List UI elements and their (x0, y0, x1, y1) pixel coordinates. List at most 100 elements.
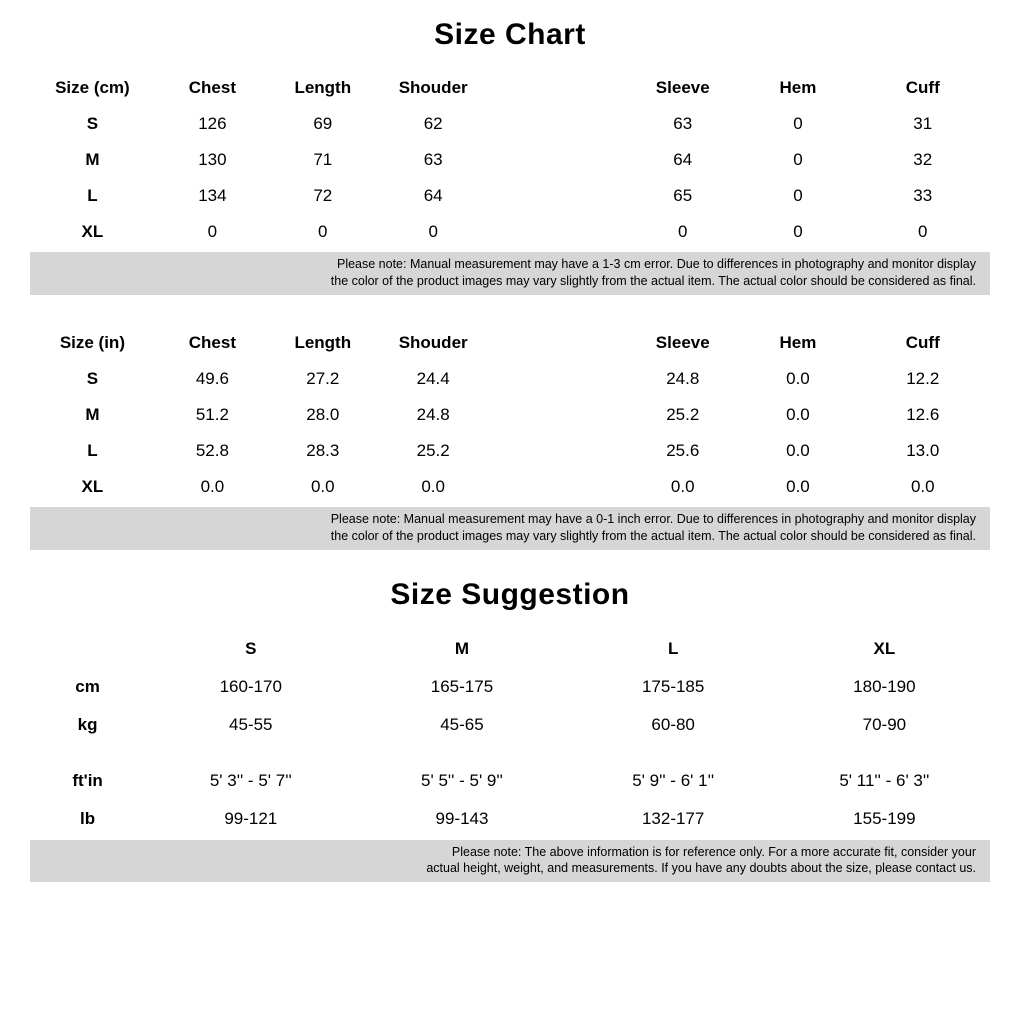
cell: 175-185 (568, 668, 779, 706)
cell: 0.0 (376, 469, 491, 505)
cell: 5' 5'' - 5' 9'' (356, 762, 567, 800)
cell: 0.0 (740, 469, 855, 505)
table-row: S 126 69 62 63 0 31 (30, 106, 990, 142)
cell: 25.2 (376, 433, 491, 469)
cell: 45-55 (145, 706, 356, 744)
cell: 5' 9'' - 6' 1'' (568, 762, 779, 800)
cell: 65 (625, 178, 740, 214)
cell: 60-80 (568, 706, 779, 744)
table-row: ft'in 5' 3'' - 5' 7'' 5' 5'' - 5' 9'' 5'… (30, 762, 990, 800)
cell: 49.6 (155, 361, 270, 397)
row-label: kg (30, 706, 145, 744)
cell: 64 (625, 142, 740, 178)
col-header: Sleeve (625, 70, 740, 106)
cell: 0.0 (856, 469, 990, 505)
col-header: XL (779, 630, 990, 668)
table-header-row: Size (cm) Chest Length Shouder Sleeve He… (30, 70, 990, 106)
cell: 0 (740, 106, 855, 142)
cell: 0 (270, 214, 376, 250)
cell: 12.2 (856, 361, 990, 397)
cell: 0 (740, 178, 855, 214)
row-label: ft'in (30, 762, 145, 800)
cell: 0 (740, 214, 855, 250)
cell: 24.4 (376, 361, 491, 397)
size-label: S (30, 361, 155, 397)
size-suggestion-title: Size Suggestion (30, 578, 990, 612)
cell: 99-121 (145, 800, 356, 838)
col-header: Sleeve (625, 325, 740, 361)
cell (491, 142, 625, 178)
col-header: Length (270, 70, 376, 106)
table-row: lb 99-121 99-143 132-177 155-199 (30, 800, 990, 838)
cell: 32 (856, 142, 990, 178)
cell: 99-143 (356, 800, 567, 838)
cell (491, 178, 625, 214)
cell: 27.2 (270, 361, 376, 397)
col-header (30, 630, 145, 668)
cell: 52.8 (155, 433, 270, 469)
cell: 25.6 (625, 433, 740, 469)
table-row: XL 0 0 0 0 0 0 (30, 214, 990, 250)
cell: 5' 11'' - 6' 3'' (779, 762, 990, 800)
size-label: XL (30, 214, 155, 250)
cell: 69 (270, 106, 376, 142)
cell (491, 214, 625, 250)
cell: 51.2 (155, 397, 270, 433)
cell: 12.6 (856, 397, 990, 433)
table-row: M 130 71 63 64 0 32 (30, 142, 990, 178)
cell: 165-175 (356, 668, 567, 706)
cell: 63 (625, 106, 740, 142)
note-cm: Please note: Manual measurement may have… (30, 252, 990, 295)
col-header: Chest (155, 325, 270, 361)
col-header: Shouder (376, 70, 491, 106)
table-row: L 134 72 64 65 0 33 (30, 178, 990, 214)
size-label: M (30, 397, 155, 433)
table-row: XL 0.0 0.0 0.0 0.0 0.0 0.0 (30, 469, 990, 505)
table-row: M 51.2 28.0 24.8 25.2 0.0 12.6 (30, 397, 990, 433)
cell: 70-90 (779, 706, 990, 744)
col-header: Cuff (856, 325, 990, 361)
cell: 130 (155, 142, 270, 178)
table-header-row: Size (in) Chest Length Shouder Sleeve He… (30, 325, 990, 361)
size-label: XL (30, 469, 155, 505)
cell: 24.8 (376, 397, 491, 433)
row-label: lb (30, 800, 145, 838)
col-header: Shouder (376, 325, 491, 361)
table-row: kg 45-55 45-65 60-80 70-90 (30, 706, 990, 744)
cell: 13.0 (856, 433, 990, 469)
cell: 0 (740, 142, 855, 178)
note-line: the color of the product images may vary… (44, 528, 976, 545)
row-label: cm (30, 668, 145, 706)
size-label: S (30, 106, 155, 142)
col-header: Length (270, 325, 376, 361)
col-header: Size (in) (30, 325, 155, 361)
cell: 71 (270, 142, 376, 178)
col-header: Hem (740, 325, 855, 361)
cell: 0.0 (740, 433, 855, 469)
cell: 5' 3'' - 5' 7'' (145, 762, 356, 800)
size-chart-title: Size Chart (30, 18, 990, 52)
size-suggestion-table: S M L XL cm 160-170 165-175 175-185 180-… (30, 630, 990, 838)
note-suggestion: Please note: The above information is fo… (30, 840, 990, 883)
col-header (491, 325, 625, 361)
cell: 0.0 (270, 469, 376, 505)
cell: 0 (376, 214, 491, 250)
cell: 63 (376, 142, 491, 178)
note-line: Please note: Manual measurement may have… (44, 511, 976, 528)
col-header: Size (cm) (30, 70, 155, 106)
size-table-cm: Size (cm) Chest Length Shouder Sleeve He… (30, 70, 990, 250)
cell: 62 (376, 106, 491, 142)
note-in: Please note: Manual measurement may have… (30, 507, 990, 550)
cell (491, 469, 625, 505)
spacer-row (30, 744, 990, 762)
cell: 28.0 (270, 397, 376, 433)
cell: 180-190 (779, 668, 990, 706)
size-table-in: Size (in) Chest Length Shouder Sleeve He… (30, 325, 990, 505)
cell (491, 106, 625, 142)
cell: 126 (155, 106, 270, 142)
col-header: Chest (155, 70, 270, 106)
size-label: L (30, 433, 155, 469)
note-line: the color of the product images may vary… (44, 273, 976, 290)
note-line: actual height, weight, and measurements.… (44, 860, 976, 877)
cell: 0 (856, 214, 990, 250)
